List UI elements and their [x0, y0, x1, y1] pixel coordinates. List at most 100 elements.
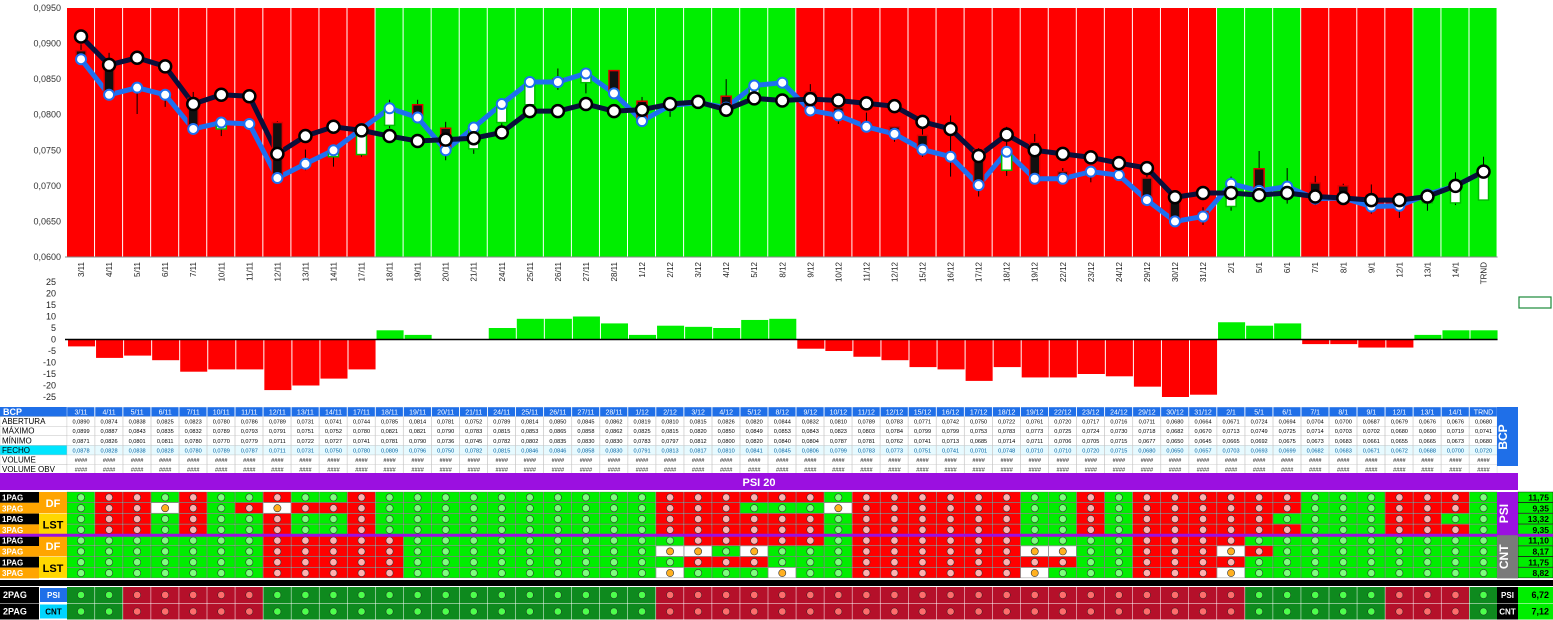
date-tick-label: 14/1 — [1451, 261, 1460, 277]
date-tick-label: 10/12 — [834, 261, 843, 282]
table-value: 0,0799 — [942, 429, 959, 435]
average-point — [410, 133, 425, 149]
table-value: 0,0830 — [605, 448, 622, 454]
signal-dot — [610, 569, 618, 577]
signal-dot — [1058, 504, 1067, 513]
signal-dot — [1339, 558, 1348, 567]
summary-dot — [189, 607, 198, 616]
table-value: 0,0826 — [718, 420, 735, 426]
signal-dot — [273, 493, 282, 502]
trend-column — [1357, 8, 1385, 257]
trend-column — [95, 8, 123, 257]
price-y-tick: 0,0650 — [33, 216, 61, 226]
table-value: #### — [355, 458, 368, 464]
signal-dot — [441, 493, 450, 502]
signal-row-label-cell — [0, 502, 39, 514]
signal-dot — [105, 536, 113, 545]
signal-dot — [1086, 515, 1095, 523]
signal-dot — [1367, 547, 1376, 556]
table-value: 0,0802 — [521, 439, 538, 445]
signal-group-cell — [39, 535, 67, 557]
signal-dot — [1423, 525, 1432, 534]
signal-dot — [1479, 493, 1488, 502]
table-value: 0,0741 — [353, 439, 370, 445]
table-value: 0,0688 — [1419, 448, 1436, 454]
table-value: 0,0706 — [1054, 439, 1071, 445]
table-value: 0,0705 — [1082, 439, 1099, 445]
signal-dot — [1367, 493, 1376, 502]
table-value: 0,0661 — [1363, 439, 1380, 445]
price-y-tick: 0,0700 — [33, 181, 61, 191]
average-point — [1476, 164, 1491, 179]
date-tick-label: 5/12 — [750, 261, 759, 277]
oscillator-bar — [1274, 323, 1302, 340]
close-point — [636, 115, 649, 128]
summary-dot — [1171, 607, 1179, 616]
date-tick-label: 6/1 — [1283, 261, 1292, 273]
table-value: 0,0832 — [185, 429, 202, 435]
signal-dot — [778, 493, 787, 502]
table-value: 0,0675 — [1279, 439, 1296, 445]
table-value: 0,0714 — [998, 439, 1015, 445]
table-value: #### — [271, 458, 284, 464]
oscillator-bar — [1021, 339, 1049, 378]
signal-dot — [553, 504, 562, 513]
table-value: #### — [860, 468, 873, 474]
summary-dot — [441, 607, 450, 616]
signal-dot — [1255, 569, 1264, 577]
summary-dot — [273, 591, 282, 599]
signal-dot — [469, 493, 478, 502]
signal-dot — [1114, 558, 1123, 567]
signal-dot — [1058, 493, 1067, 502]
table-date-label: 11/11 — [241, 410, 258, 417]
oscillator-bar — [1442, 330, 1470, 340]
signal-dot — [413, 547, 422, 556]
signal-dot — [1086, 493, 1095, 502]
table-value: 0,0846 — [521, 448, 538, 454]
signal-dot — [189, 504, 198, 513]
table-date-label: 5/11 — [131, 410, 144, 417]
signal-dot — [862, 493, 871, 502]
signal-dot — [1143, 515, 1151, 523]
signal-dot — [245, 504, 254, 513]
table-value: 0,0699 — [1279, 448, 1296, 454]
signal-dot — [890, 504, 899, 513]
table-date-label: 15/12 — [914, 410, 932, 417]
date-tick-label: 24/11 — [498, 261, 507, 281]
signal-row-label-cell — [0, 546, 39, 557]
table-value: 0,0820 — [746, 439, 763, 445]
table-value: 0,0800 — [718, 439, 735, 445]
signal-dot — [469, 515, 478, 523]
table-value: 0,0676 — [1447, 420, 1464, 426]
table-value: 0,0780 — [185, 439, 202, 445]
signal-dot — [133, 547, 142, 556]
cnt-side-tab — [1497, 535, 1518, 579]
signal-dot — [385, 515, 394, 523]
signal-dot — [1002, 493, 1011, 502]
signal-dot — [582, 525, 590, 534]
signal-dot — [217, 504, 226, 513]
oscillator-y-tick: 0 — [51, 335, 56, 345]
table-value: 0,0752 — [325, 429, 342, 435]
signal-dot — [974, 493, 983, 502]
signal-dot — [1255, 525, 1264, 534]
signal-dot — [1395, 504, 1404, 513]
signal-dot — [273, 558, 282, 567]
table-date-label: 19/12 — [1026, 410, 1044, 417]
oscillator-bar — [937, 339, 965, 370]
table-value: 0,0850 — [718, 429, 735, 435]
signal-dot — [77, 515, 85, 523]
table-date-label: 21/11 — [465, 410, 482, 417]
table-value: 0,0710 — [1054, 448, 1071, 454]
signal-dot — [638, 536, 646, 545]
table-value: #### — [439, 468, 452, 474]
signal-dot — [1114, 569, 1123, 577]
table-value: 0,0713 — [1223, 429, 1240, 435]
trend-column — [1413, 8, 1441, 257]
close-point — [131, 81, 144, 94]
table-date-label: 29/12 — [1138, 410, 1156, 417]
table-date-label: 14/1 — [1449, 410, 1463, 417]
date-tick-label: 9/12 — [806, 261, 815, 277]
signal-dot — [862, 504, 871, 513]
signal-row-label: 1PAG — [2, 515, 23, 524]
